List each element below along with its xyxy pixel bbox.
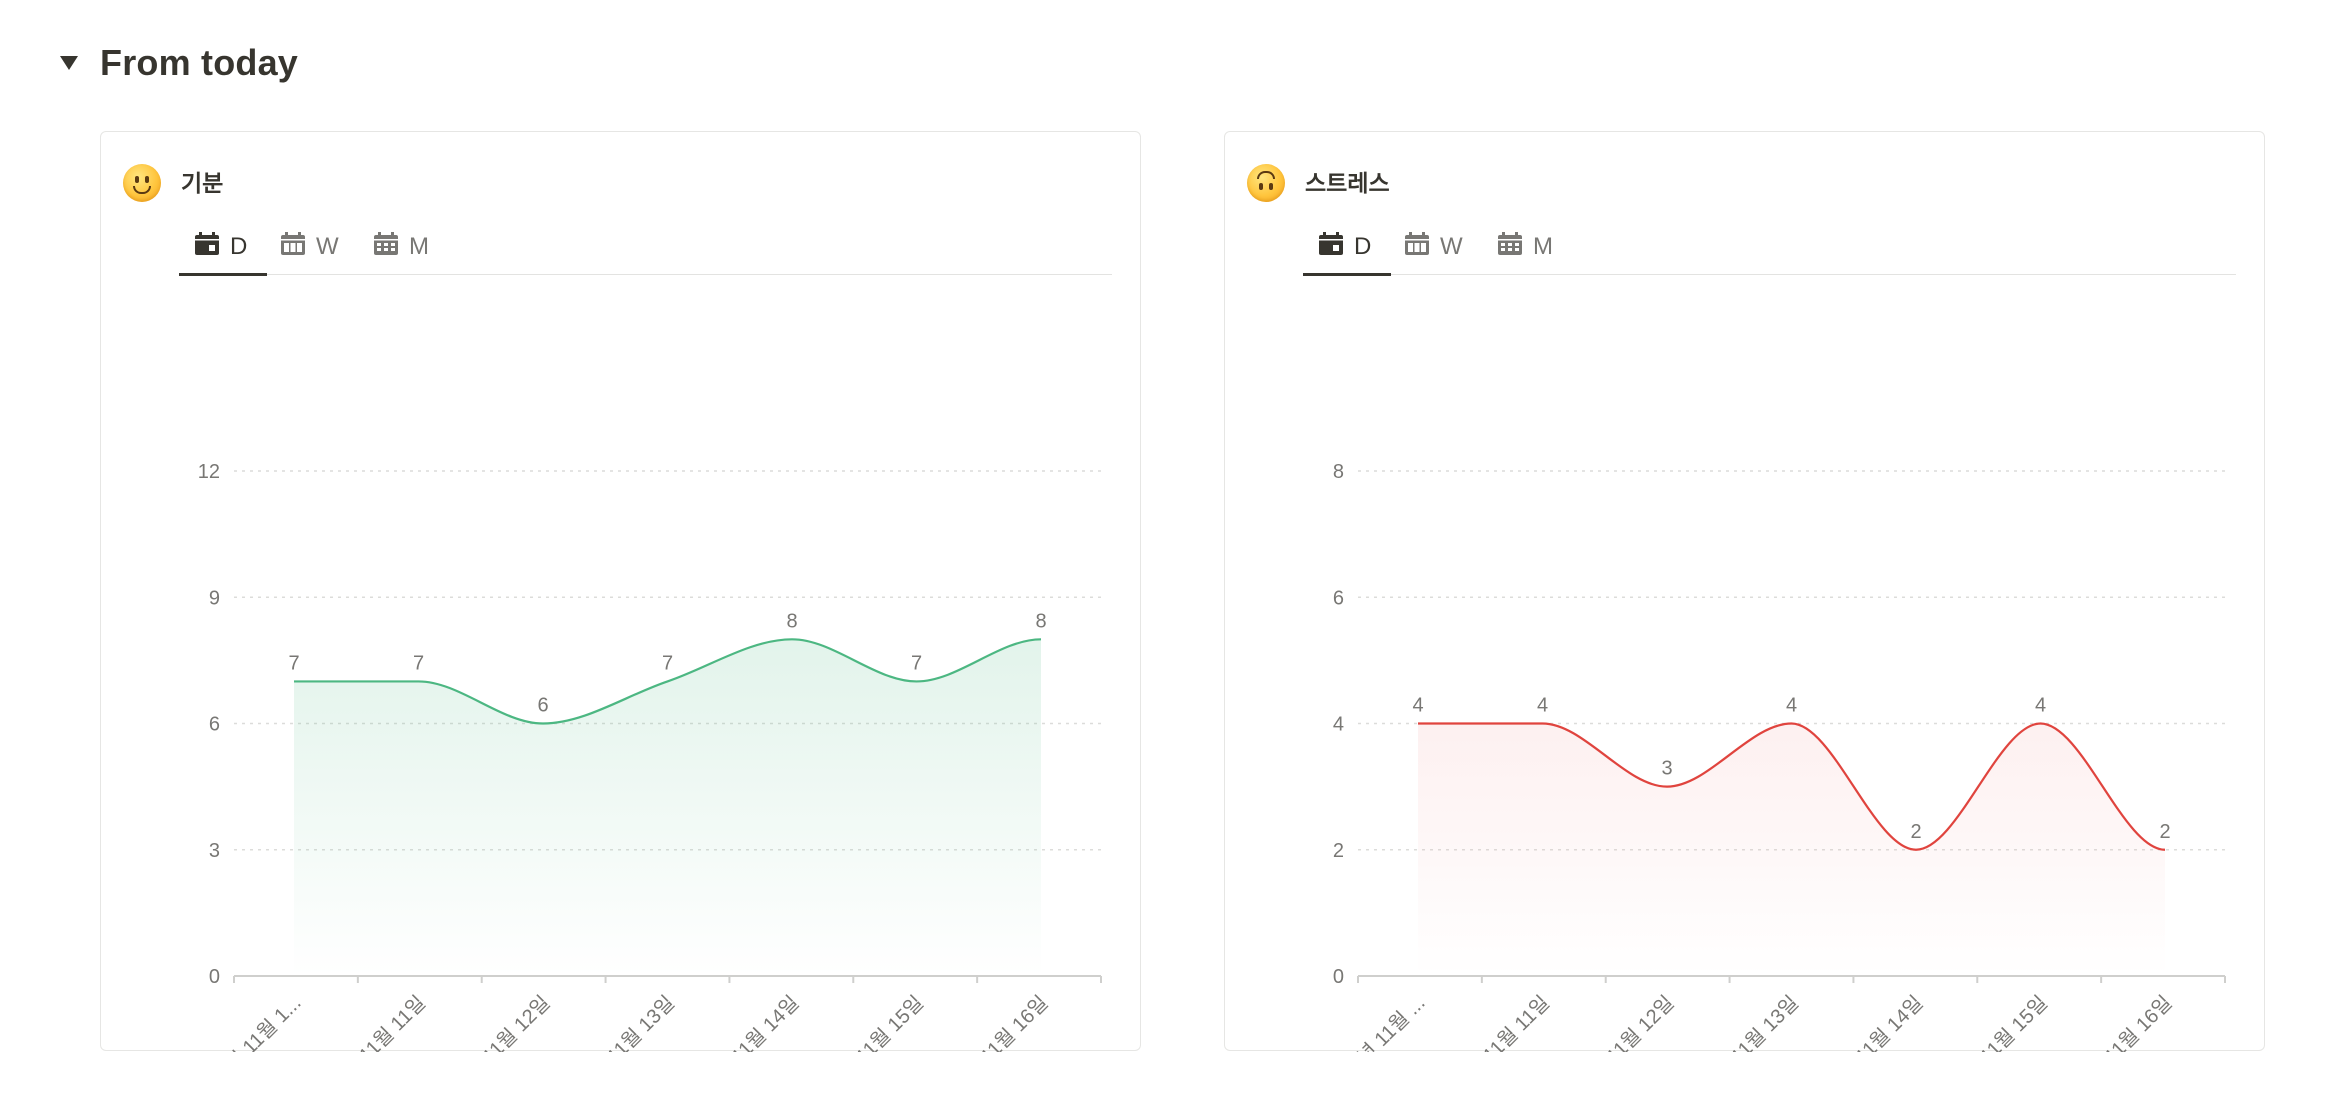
x-tick-label: 2024년 11월 14일 <box>678 991 803 1052</box>
tab-month[interactable]: M <box>1497 220 1553 274</box>
x-tick-label: 2024년 11월 11일 <box>306 991 430 1052</box>
data-label: 8 <box>786 610 797 632</box>
x-tick-label: 2024년 11월 12일 <box>1553 991 1678 1052</box>
mood-area-chart: 0 3 6 9 12 7 7 6 7 8 7 8 2024년 11월 1...2024년 11월 11일… <box>190 461 1102 1052</box>
tab-week[interactable]: W <box>1404 220 1463 274</box>
y-tick-label: 9 <box>209 587 220 609</box>
tab-week[interactable]: W <box>280 220 339 274</box>
data-label: 2 <box>1910 821 1921 843</box>
tab-day[interactable]: D <box>179 220 267 276</box>
slightly-smiling-face-icon <box>123 164 161 202</box>
x-tick-label: 2024년 11월 ... <box>1321 991 1429 1052</box>
calendar-day-icon <box>1318 231 1344 263</box>
y-tick-label: 4 <box>1333 714 1344 736</box>
data-label: 7 <box>413 652 424 674</box>
x-tick-label: 2024년 11월 14일 <box>1802 991 1927 1052</box>
y-tick-label: 8 <box>1333 461 1344 483</box>
x-tick-label: 2024년 11월 15일 <box>803 991 928 1052</box>
x-tick-label: 2024년 11월 16일 <box>927 991 1052 1052</box>
x-tick-label: 2024년 11월 11일 <box>1430 991 1554 1052</box>
y-tick-label: 12 <box>198 461 220 483</box>
tab-month-label: M <box>1533 233 1553 260</box>
calendar-week-icon <box>1404 231 1430 263</box>
card-header: 스트레스 <box>1247 160 1390 202</box>
calendar-month-icon <box>373 231 399 263</box>
section-title: From today <box>100 42 299 83</box>
data-label: 4 <box>1537 695 1548 717</box>
toggle-triangle-icon[interactable] <box>60 56 78 70</box>
card-title: 기분 <box>181 170 224 196</box>
data-label: 7 <box>662 652 673 674</box>
x-tick-label: 2024년 11월 16일 <box>2051 991 2176 1052</box>
calendar-week-icon <box>280 231 306 263</box>
data-label: 6 <box>537 695 548 717</box>
section-header: From today <box>60 42 298 84</box>
series-area <box>1418 723 2165 976</box>
series-line <box>1418 722 2166 851</box>
data-label: 7 <box>911 652 922 674</box>
data-label: 4 <box>1412 695 1423 717</box>
y-tick-label: 6 <box>1333 587 1344 609</box>
series-line <box>293 638 1042 725</box>
tab-day-label: D <box>1354 233 1372 260</box>
calendar-month-icon <box>1497 231 1523 263</box>
y-tick-label: 2 <box>1333 840 1344 862</box>
y-tick-label: 3 <box>209 840 220 862</box>
card-header: 기분 <box>123 160 223 202</box>
x-tick-label: 2024년 11월 13일 <box>1678 991 1803 1052</box>
tab-week-label: W <box>1440 233 1463 260</box>
series-area <box>294 639 1041 976</box>
x-tick-label: 2024년 11월 1... <box>190 991 306 1052</box>
tab-week-label: W <box>316 233 339 260</box>
y-tick-label: 0 <box>209 966 220 988</box>
y-tick-label: 6 <box>209 714 220 736</box>
card-title: 스트레스 <box>1305 170 1390 196</box>
x-tick-label: 2024년 11월 12일 <box>429 991 554 1052</box>
tab-month[interactable]: M <box>373 220 429 274</box>
period-tabs: D W M <box>179 220 1112 276</box>
data-label: 4 <box>2035 695 2046 717</box>
data-label: 4 <box>1786 695 1797 717</box>
data-label: 7 <box>288 652 299 674</box>
data-label: 8 <box>1035 610 1046 632</box>
period-tabs: D W M <box>1303 220 2236 276</box>
upside-down-face-icon <box>1247 164 1285 202</box>
data-label: 2 <box>2159 821 2170 843</box>
x-tick-label: 2024년 11월 15일 <box>1927 991 2052 1052</box>
x-tick-label: 2024년 11월 13일 <box>554 991 679 1052</box>
calendar-day-icon <box>194 231 220 263</box>
tab-day[interactable]: D <box>1303 220 1391 276</box>
data-label: 3 <box>1661 758 1672 780</box>
tab-month-label: M <box>409 233 429 260</box>
tab-day-label: D <box>230 233 248 260</box>
y-tick-label: 0 <box>1333 966 1344 988</box>
